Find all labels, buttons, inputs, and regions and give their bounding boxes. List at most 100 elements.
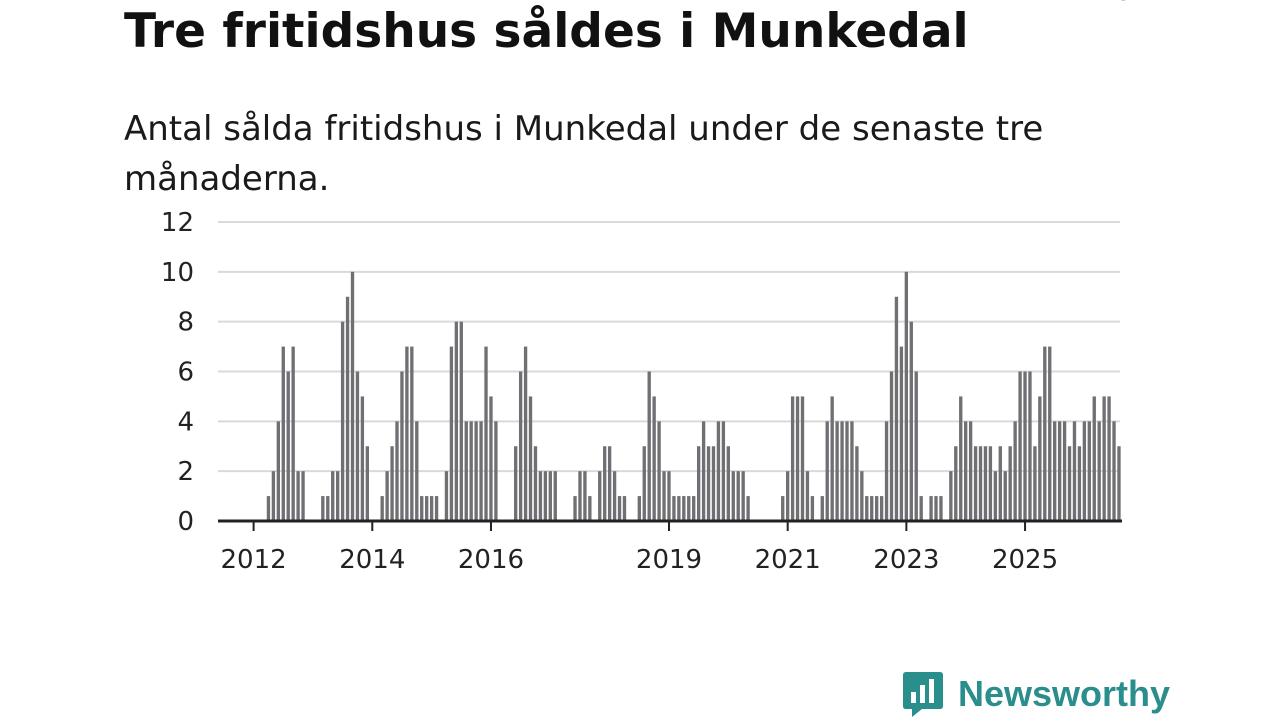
bar bbox=[1003, 471, 1007, 521]
bar bbox=[271, 471, 276, 521]
chart-title: Tre fritidshus såldes i Munkedal bbox=[124, 4, 969, 59]
bar bbox=[914, 371, 918, 521]
bar bbox=[642, 446, 646, 521]
bar bbox=[988, 446, 993, 521]
bar bbox=[667, 471, 671, 521]
bar bbox=[716, 421, 721, 521]
labels: 0 2 4 6 8 10 12 3 2012 2014 2016 2019 2021 2023 2025 bbox=[161, 0, 1134, 575]
bar bbox=[652, 396, 656, 521]
bar bbox=[795, 396, 800, 521]
bar bbox=[410, 346, 414, 521]
bar bbox=[266, 496, 271, 521]
bar bbox=[781, 496, 785, 521]
bar bbox=[1013, 421, 1017, 521]
bar bbox=[692, 496, 696, 521]
bar bbox=[573, 496, 577, 521]
chart-subtitle: Antal sålda fritidshus i Munkedal under … bbox=[124, 109, 1044, 199]
bar bbox=[785, 471, 790, 521]
bar bbox=[855, 446, 859, 521]
bar bbox=[899, 346, 904, 521]
bar bbox=[894, 296, 899, 521]
bar bbox=[1008, 446, 1012, 521]
bar bbox=[657, 421, 661, 521]
bar bbox=[365, 446, 370, 521]
bar bbox=[884, 421, 889, 521]
bar bbox=[1062, 421, 1067, 521]
bar bbox=[820, 496, 824, 521]
bar bbox=[385, 471, 389, 521]
bar bbox=[336, 471, 340, 521]
bar bbox=[993, 471, 998, 521]
x-tick-label: 2019 bbox=[636, 545, 702, 575]
bar bbox=[909, 321, 913, 521]
bar bbox=[380, 496, 384, 521]
newsworthy-chart-bubble-icon bbox=[903, 672, 943, 717]
bar bbox=[405, 346, 409, 521]
bar bbox=[964, 421, 968, 521]
bar bbox=[1043, 346, 1047, 521]
bar bbox=[998, 446, 1002, 521]
bar bbox=[682, 496, 686, 521]
bar bbox=[1033, 446, 1037, 521]
bar bbox=[1112, 421, 1116, 521]
bar bbox=[469, 421, 473, 521]
bar bbox=[830, 396, 834, 521]
bar bbox=[612, 471, 617, 521]
y-tick-label: 0 bbox=[177, 507, 194, 537]
bar bbox=[286, 371, 290, 521]
bar bbox=[553, 471, 557, 521]
bar bbox=[746, 496, 750, 521]
bar bbox=[983, 446, 988, 521]
bar bbox=[578, 471, 582, 521]
bar bbox=[919, 496, 923, 521]
bar bbox=[637, 496, 641, 521]
bar bbox=[879, 496, 884, 521]
bar bbox=[870, 496, 874, 521]
bar bbox=[355, 371, 360, 521]
bar bbox=[840, 421, 844, 521]
x-tick-label: 2014 bbox=[339, 545, 405, 575]
bar bbox=[706, 446, 711, 521]
y-tick-label: 2 bbox=[177, 457, 194, 487]
y-tick-label: 12 bbox=[161, 208, 194, 238]
bar bbox=[598, 471, 602, 521]
bar bbox=[291, 346, 295, 521]
bar bbox=[1082, 421, 1087, 521]
bar bbox=[281, 346, 285, 521]
bar bbox=[800, 396, 805, 521]
bar bbox=[434, 496, 439, 521]
bar bbox=[543, 471, 548, 521]
y-tick-label: 8 bbox=[177, 308, 194, 338]
bar bbox=[1023, 371, 1027, 521]
bar bbox=[454, 321, 459, 521]
bar bbox=[479, 421, 483, 521]
bar bbox=[672, 496, 676, 521]
x-tick-label: 2025 bbox=[992, 545, 1058, 575]
x-tick-label: 2016 bbox=[458, 545, 524, 575]
y-tick-label: 4 bbox=[177, 407, 194, 437]
bar bbox=[731, 471, 735, 521]
bar bbox=[1048, 346, 1052, 521]
bar bbox=[350, 271, 355, 521]
x-tick-label: 2012 bbox=[221, 545, 287, 575]
bar bbox=[321, 496, 325, 521]
bar bbox=[1097, 421, 1101, 521]
bar bbox=[425, 496, 429, 521]
bar bbox=[973, 446, 978, 521]
bar bbox=[889, 371, 894, 521]
bar bbox=[790, 396, 795, 521]
bar bbox=[1018, 371, 1022, 521]
bar bbox=[484, 346, 488, 521]
bar bbox=[474, 421, 478, 521]
bar bbox=[835, 421, 839, 521]
bar bbox=[494, 421, 498, 521]
bar bbox=[296, 471, 300, 521]
bar bbox=[538, 471, 543, 521]
bar bbox=[959, 396, 963, 521]
bar bbox=[617, 496, 622, 521]
bar bbox=[875, 496, 879, 521]
bar bbox=[810, 496, 815, 521]
bar bbox=[518, 371, 523, 521]
bar bbox=[647, 371, 651, 521]
bar bbox=[1107, 396, 1111, 521]
